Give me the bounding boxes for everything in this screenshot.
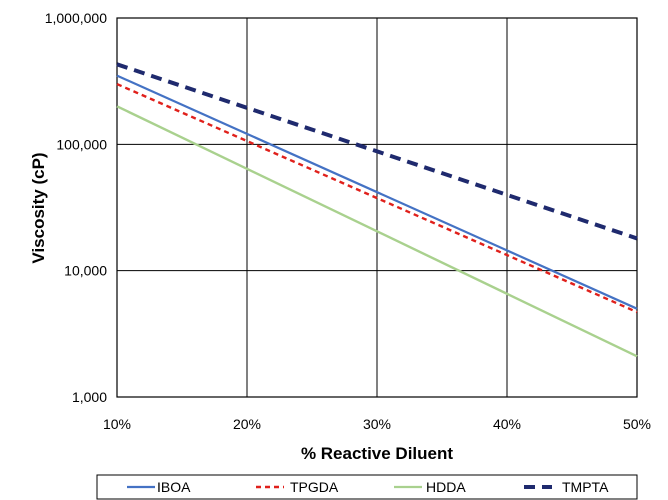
series-line-tpgda [116, 82, 638, 314]
y-tick-label: 1,000 [72, 389, 107, 405]
y-axis-title: Viscosity (cP) [29, 152, 48, 263]
x-tick-label: 10% [103, 416, 131, 432]
y-tick-label: 100,000 [56, 136, 107, 152]
x-tick-label: 50% [623, 416, 651, 432]
legend-label-iboa: IBOA [157, 479, 191, 495]
series-lines [116, 62, 638, 358]
tick-labels: 1,000 10,000 100,000 1,000,000 10% 20% 30% 40% 5… [45, 10, 651, 432]
series-line-tmpta [116, 62, 638, 241]
x-tick-label: 30% [363, 416, 391, 432]
legend-label-hdda: HDDA [426, 479, 466, 495]
legend: IBOA TPGDA HDDA TMPTA [96, 474, 638, 500]
x-tick-label: 40% [493, 416, 521, 432]
x-axis-title: % Reactive Diluent [301, 444, 453, 463]
plot-area [116, 17, 638, 398]
plot-border [116, 17, 638, 398]
x-tick-label: 20% [233, 416, 261, 432]
legend-label-tmpta: TMPTA [562, 479, 609, 495]
y-tick-label: 10,000 [64, 263, 107, 279]
series-line-hdda [116, 105, 638, 358]
legend-label-tpgda: TPGDA [290, 479, 339, 495]
series-line-iboa [116, 74, 638, 310]
y-tick-label: 1,000,000 [45, 10, 107, 26]
